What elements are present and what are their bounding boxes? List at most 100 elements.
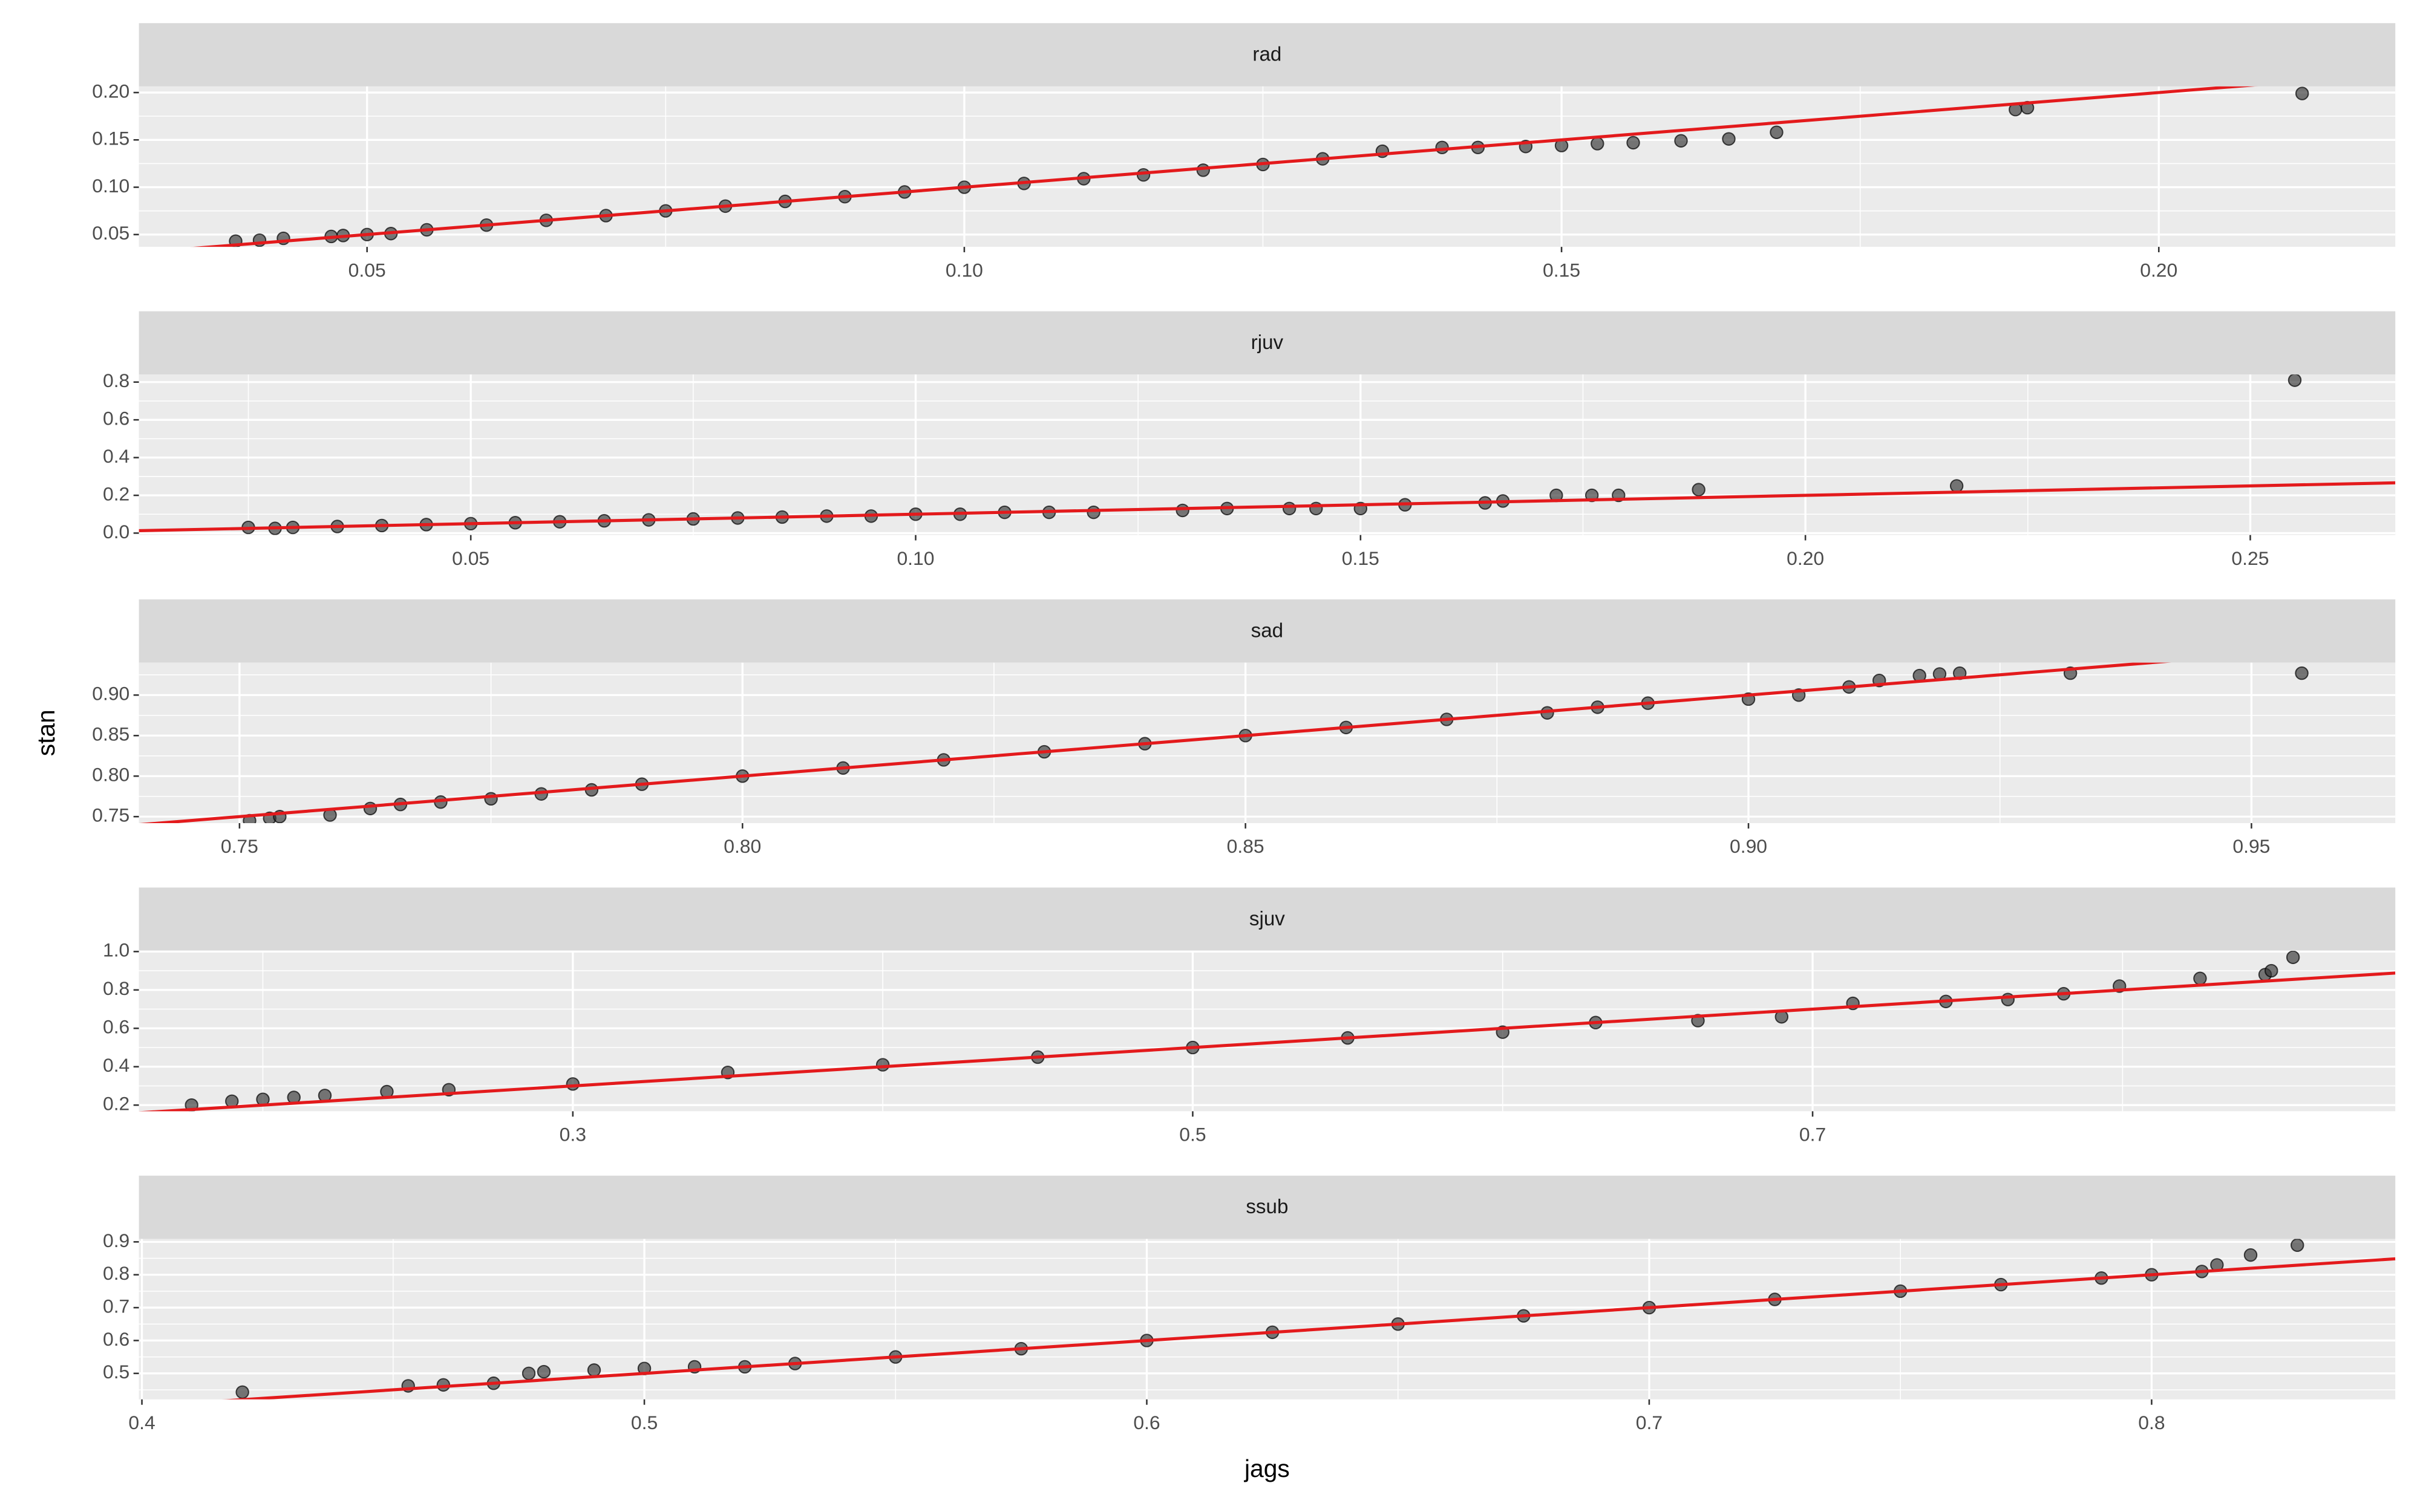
x-tick-label: 0.4 — [128, 1412, 155, 1433]
point — [1087, 505, 1100, 520]
x-tick-label: 0.3 — [560, 1124, 586, 1145]
point — [1692, 483, 1705, 497]
x-tick-label: 0.85 — [1227, 835, 1264, 857]
point — [522, 1366, 536, 1381]
x-tick-label: 0.8 — [2138, 1412, 2165, 1433]
y-tick-label: 0.8 — [103, 370, 129, 391]
x-tick-label: 0.7 — [1799, 1124, 1826, 1145]
point — [566, 1077, 580, 1091]
y-tick-label: 0.6 — [103, 408, 129, 429]
point — [1591, 137, 1604, 151]
y-tick-label: 0.75 — [92, 804, 129, 826]
point — [875, 1058, 890, 1072]
point — [2001, 992, 2015, 1006]
y-tick-label: 0.5 — [103, 1361, 129, 1383]
reference-line — [223, 1257, 2396, 1400]
point — [1435, 140, 1449, 155]
y-tick-label: 0.6 — [103, 1328, 129, 1350]
y-tick-label: 0.4 — [103, 445, 129, 467]
point — [2286, 951, 2300, 965]
y-tick-label: 0.05 — [92, 222, 129, 244]
x-tick-label: 0.95 — [2232, 835, 2270, 857]
point — [2291, 1239, 2304, 1253]
reference-line — [139, 971, 2396, 1112]
facet-strip — [139, 23, 2396, 86]
point — [2295, 86, 2309, 100]
point — [1674, 134, 1688, 148]
x-tick-label: 0.20 — [1787, 547, 1824, 569]
x-tick-label: 0.25 — [2231, 547, 2269, 569]
y-tick-label: 0.15 — [92, 128, 129, 149]
reference-line — [192, 86, 2256, 247]
facet-label: rad — [1252, 44, 1281, 66]
x-tick-label: 0.6 — [1133, 1412, 1160, 1433]
x-tick-label: 0.90 — [1730, 835, 1767, 857]
point — [1196, 163, 1210, 177]
x-tick-label: 0.05 — [452, 547, 489, 569]
x-tick-label: 0.75 — [221, 835, 258, 857]
x-tick-label: 0.80 — [724, 835, 761, 857]
x-tick-label: 0.7 — [1636, 1412, 1663, 1433]
point — [537, 1364, 551, 1379]
y-tick-label: 0.90 — [92, 683, 129, 705]
panel-background — [139, 374, 2396, 535]
x-tick-label: 0.10 — [897, 547, 934, 569]
y-tick-label: 0.0 — [103, 521, 129, 543]
panel-background — [139, 951, 2396, 1112]
point — [587, 1363, 601, 1377]
points — [223, 1239, 2396, 1400]
facet-strip — [139, 1175, 2396, 1239]
y-tick-label: 0.20 — [92, 80, 129, 102]
reference-line — [139, 481, 2396, 533]
facet-label: ssub — [1246, 1196, 1288, 1218]
x-tick-label: 0.20 — [2140, 259, 2177, 281]
point — [1176, 503, 1189, 518]
points — [192, 86, 2309, 247]
x-tick-label: 0.15 — [1543, 259, 1580, 281]
y-tick-label: 0.9 — [103, 1230, 129, 1251]
y-tick-label: 0.80 — [92, 764, 129, 786]
y-tick-label: 1.0 — [103, 939, 129, 961]
y-tick-label: 0.7 — [103, 1295, 129, 1317]
x-tick-label: 0.15 — [1342, 547, 1379, 569]
point — [1136, 168, 1151, 182]
point — [2265, 963, 2278, 978]
points — [139, 951, 2396, 1112]
y-tick-label: 0.10 — [92, 175, 129, 197]
y-tick-label: 0.85 — [92, 723, 129, 745]
facet-strip — [139, 887, 2396, 951]
y-tick-label: 0.8 — [103, 1262, 129, 1284]
y-tick-label: 0.4 — [103, 1054, 129, 1076]
point — [235, 1385, 249, 1400]
x-tick-label: 0.05 — [348, 259, 386, 281]
panel-background — [139, 1239, 2396, 1400]
point — [1770, 125, 1784, 139]
point — [2295, 666, 2309, 680]
y-tick-label: 0.6 — [103, 1016, 129, 1038]
point — [2243, 1248, 2258, 1262]
x-tick-label: 0.10 — [946, 259, 983, 281]
reference-line — [140, 662, 2170, 823]
point — [2193, 971, 2207, 985]
point — [1626, 135, 1640, 150]
facet-label: rjuv — [1251, 331, 1284, 354]
y-tick-label: 0.8 — [103, 977, 129, 999]
point — [1722, 132, 1736, 146]
point — [2288, 374, 2302, 387]
facet-strip — [139, 311, 2396, 375]
points — [140, 662, 2309, 823]
x-axis-label: jags — [1244, 1455, 1290, 1482]
facet-strip — [139, 599, 2396, 663]
y-axis-label: stan — [32, 709, 60, 756]
x-tick-label: 0.5 — [631, 1412, 658, 1433]
point — [1949, 479, 1964, 493]
y-tick-label: 0.2 — [103, 483, 129, 504]
points — [139, 374, 2396, 535]
y-tick-label: 0.2 — [103, 1093, 129, 1115]
facet-label: sjuv — [1249, 908, 1285, 930]
facet-label: sad — [1251, 619, 1283, 642]
point — [1282, 501, 1297, 516]
x-tick-label: 0.5 — [1179, 1124, 1206, 1145]
